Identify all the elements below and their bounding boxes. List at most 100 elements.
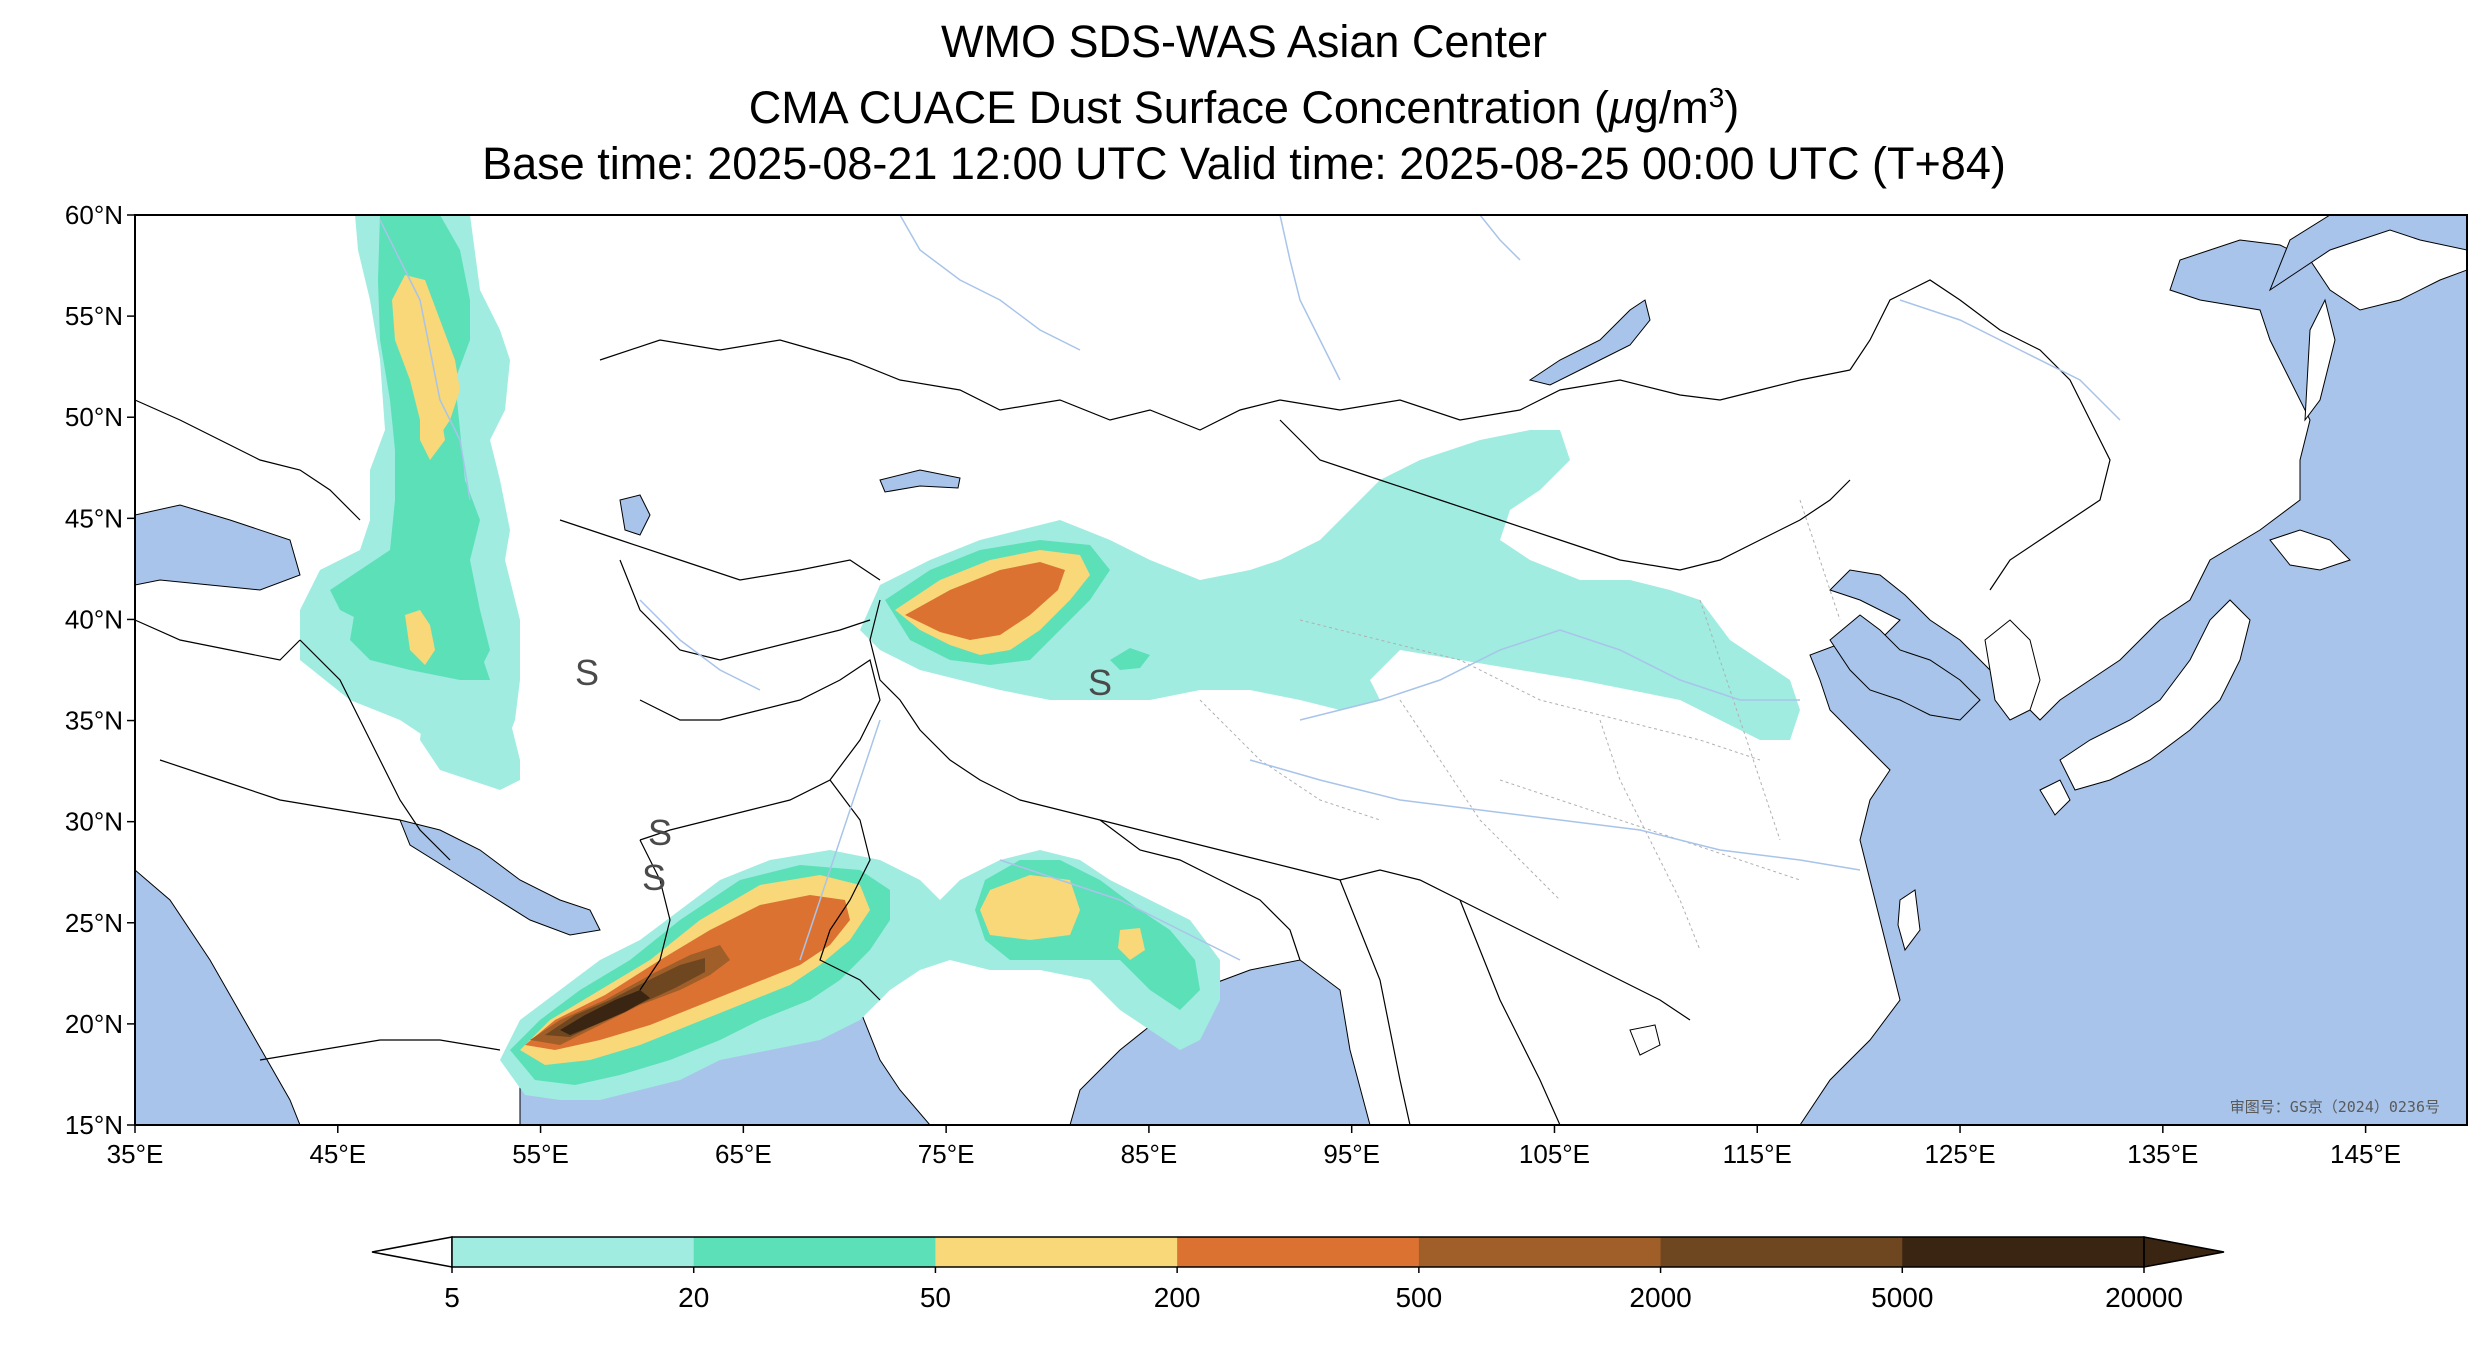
colorbar-segment — [693, 1237, 936, 1267]
colorbar-segment — [1177, 1237, 1420, 1267]
y-tick-label: 20°N — [65, 1009, 123, 1039]
western-pacific — [1799, 239, 2467, 1125]
title-line-2: CMA CUACE Dust Surface Concentration (μg… — [0, 70, 2488, 136]
colorbar: 5 20 50 200 500 2000 5000 20000 — [371, 1236, 2225, 1313]
title-line-2-mu: μ — [1609, 82, 1634, 133]
dust-5-taklimakan — [860, 430, 1800, 740]
province-border-2 — [1399, 699, 1561, 901]
title-line-2-prefix: CMA CUACE Dust Surface Concentration ( — [748, 82, 1610, 133]
border-india-nepal-bangladesh — [1099, 819, 1301, 961]
river-yangtze — [1249, 759, 1861, 871]
title-block: WMO SDS-WAS Asian Center CMA CUACE Dust … — [0, 14, 2488, 192]
dust-storm-symbol-3: S — [648, 812, 672, 853]
x-tick-label: 65°E — [715, 1139, 772, 1169]
japan-honshu — [2059, 599, 2251, 791]
colorbar-level-label: 20000 — [2105, 1282, 2183, 1313]
x-tick-label: 95°E — [1323, 1139, 1380, 1169]
title-line-2-suffix: ) — [1724, 82, 1740, 133]
x-tick-label: 85°E — [1121, 1139, 1178, 1169]
river-ob — [899, 215, 1081, 351]
sea-of-okhotsk — [2268, 215, 2467, 292]
rivers — [379, 215, 2121, 961]
border-china-north-east — [1849, 279, 2111, 591]
border-afghanistan — [639, 659, 881, 841]
taiwan-island — [1897, 889, 1921, 952]
dust-storm-symbol-2: S — [1088, 662, 1112, 703]
dust-50-volga-lower — [420, 400, 445, 460]
dust-50-caspian-sw — [405, 610, 435, 665]
colorbar-segment — [1660, 1237, 1903, 1267]
x-tick-label: 45°E — [309, 1139, 366, 1169]
colorbar-extend-low — [371, 1236, 453, 1268]
x-tick-label: 55°E — [512, 1139, 569, 1169]
border-kazakhstan-south — [559, 519, 881, 581]
y-tick-label: 45°N — [65, 503, 123, 533]
border-saudi-yemen — [259, 1039, 501, 1061]
country-borders — [135, 279, 2111, 1125]
dust-contours — [300, 215, 1800, 1100]
river-amur — [1899, 299, 2121, 421]
dust-5-iran — [420, 700, 520, 790]
colorbar-segment — [1418, 1237, 1662, 1267]
border-ukraine-russia — [135, 399, 361, 521]
y-tick-label: 15°N — [65, 1110, 123, 1140]
hainan-island — [1629, 1024, 1661, 1056]
colorbar-level-label: 20 — [678, 1282, 709, 1313]
border-mongolia-north — [1279, 369, 1851, 421]
axis-ticks: 35°E 45°E 55°E 65°E 75°E 85°E 95°E 105°E 115°E 12… — [65, 200, 2401, 1169]
y-tick-label: 60°N — [65, 200, 123, 230]
colorbar-extend-high — [2143, 1236, 2225, 1268]
river-ganges — [999, 859, 1241, 961]
colorbar-segment — [935, 1237, 1178, 1267]
colorbar-segment — [1902, 1237, 2145, 1267]
black-sea — [135, 504, 301, 591]
dust-20-tarim-east — [1110, 648, 1150, 670]
province-border-3 — [1599, 719, 1701, 951]
dust-storm-symbol-4: S — [642, 857, 666, 898]
x-tick-label: 35°E — [107, 1139, 164, 1169]
border-myanmar-thailand — [1339, 879, 1411, 1125]
province-border-1 — [1299, 619, 1761, 761]
dust-20-caspian — [330, 215, 490, 680]
border-iraq-saudi — [159, 759, 401, 821]
x-tick-label: 145°E — [2330, 1139, 2401, 1169]
red-sea — [135, 869, 301, 1125]
title-line-2-sup: 3 — [1708, 82, 1725, 113]
river-amu-darya — [639, 599, 761, 691]
x-tick-label: 125°E — [1924, 1139, 1995, 1169]
aral-sea — [619, 494, 651, 536]
dust-storm-symbols: S S S S — [575, 652, 1112, 898]
y-tick-label: 35°N — [65, 706, 123, 736]
sakhalin-island — [2304, 298, 2336, 422]
colorbar-level-label: 5 — [444, 1282, 460, 1313]
province-border-4 — [1699, 599, 1781, 841]
border-iran-pakistan — [639, 839, 671, 991]
x-tick-label: 105°E — [1519, 1139, 1590, 1169]
colorbar-outline — [451, 1236, 2145, 1268]
korea-peninsula — [1984, 619, 2041, 721]
colorbar-level-label: 50 — [920, 1282, 951, 1313]
lake-balkhash — [879, 469, 961, 493]
japan-kyushu — [2039, 779, 2071, 816]
province-border-6 — [1199, 699, 1381, 821]
x-tick-label: 115°E — [1723, 1139, 1792, 1169]
river-volga — [379, 219, 471, 501]
dust-5000-arabian — [560, 990, 650, 1035]
japan-hokkaido — [2269, 529, 2351, 571]
colorbar-level-label: 5000 — [1871, 1282, 1933, 1313]
border-mongolia-south — [1279, 419, 1851, 571]
map-approval-number: 审图号：GS京（2024）0236号 — [2230, 1098, 2440, 1116]
y-tick-label: 40°N — [65, 604, 123, 634]
lake-baikal — [1528, 299, 1651, 386]
province-borders — [1199, 499, 1841, 951]
colorbar-level-label: 200 — [1154, 1282, 1201, 1313]
province-border-7 — [1499, 779, 1801, 881]
map-layers: S S S S 审图号：GS京（2024）0236号 — [135, 215, 2467, 1125]
dust-50-india-east-small — [1118, 928, 1145, 960]
y-tick-label: 25°N — [65, 908, 123, 938]
colorbar-level-label: 500 — [1395, 1282, 1442, 1313]
y-tick-label: 30°N — [65, 807, 123, 837]
river-lena — [1479, 215, 1521, 261]
border-russia-kazakhstan — [599, 339, 1281, 431]
